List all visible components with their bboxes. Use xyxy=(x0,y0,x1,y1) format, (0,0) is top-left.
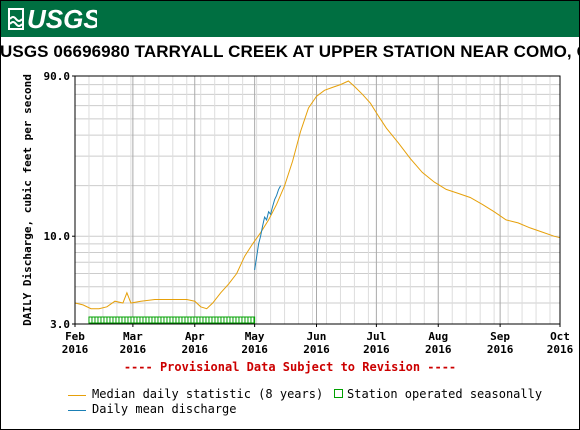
y-tick-label: 90.0 xyxy=(44,70,71,83)
seasonal-operation-band xyxy=(88,316,256,324)
y-axis-label: DAILY Discharge, cubic feet per second xyxy=(21,74,34,326)
usgs-wave-icon xyxy=(8,8,24,30)
chart-title: USGS 06696980 TARRYALL CREEK AT UPPER ST… xyxy=(0,42,580,61)
x-tick-label-year: 2016 xyxy=(241,343,268,356)
x-tick-label-year: 2016 xyxy=(62,343,89,356)
x-tick-label-month: Mar xyxy=(123,330,143,343)
x-tick-label-year: 2016 xyxy=(182,343,209,356)
legend-median-label: Median daily statistic (8 years) xyxy=(92,387,324,401)
legend-median-swatch xyxy=(68,395,86,396)
legend-seasonal-label: Station operated seasonally xyxy=(347,387,543,401)
x-tick-label-year: 2016 xyxy=(120,343,147,356)
x-tick-label-month: Aug xyxy=(428,330,448,343)
usgs-logo: USGS xyxy=(8,5,97,33)
provisional-notice: ---- Provisional Data Subject to Revisio… xyxy=(123,360,457,374)
y-tick-label: 3.0 xyxy=(50,318,70,331)
x-tick-label-year: 2016 xyxy=(425,343,452,356)
legend-daily-swatch xyxy=(68,410,86,411)
usgs-logo-text: USGS xyxy=(27,5,97,33)
y-tick-label: 10.0 xyxy=(44,230,71,243)
x-tick-label-month: Apr xyxy=(185,330,205,343)
x-tick-label-month: May xyxy=(245,330,265,343)
x-tick-label-year: 2016 xyxy=(547,343,574,356)
x-tick-label-year: 2016 xyxy=(363,343,390,356)
median-daily-line xyxy=(74,80,561,310)
legend-seasonal-swatch xyxy=(334,389,343,398)
usgs-brand-bar: USGS xyxy=(1,1,579,37)
x-tick-label-year: 2016 xyxy=(303,343,330,356)
y-tick-labels: 3.0 10.0 90.0 xyxy=(44,70,75,331)
seasonal-band xyxy=(88,316,256,324)
x-tick-label-month: Jun xyxy=(307,330,327,343)
x-tick-label-month: Oct xyxy=(550,330,570,343)
daily-mean-discharge-line xyxy=(254,185,282,270)
series-group xyxy=(74,80,561,310)
x-tick-label-month: Feb xyxy=(65,330,85,343)
plot-border xyxy=(74,75,561,325)
x-tick-label-year: 2016 xyxy=(487,343,514,356)
grid xyxy=(74,75,561,325)
x-tick-label-month: Jul xyxy=(366,330,386,343)
x-tick-labels: Feb2016Mar2016Apr2016May2016Jun2016Jul20… xyxy=(62,324,574,356)
x-tick-label-month: Sep xyxy=(490,330,510,343)
legend-daily-label: Daily mean discharge xyxy=(92,402,237,416)
